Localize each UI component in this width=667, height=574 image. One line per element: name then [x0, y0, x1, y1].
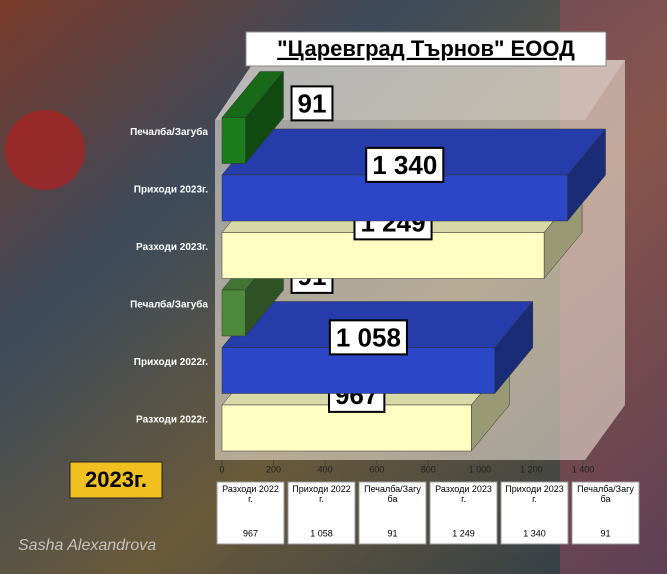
table-header-text: Печалба/Загуба	[363, 484, 422, 504]
category-label: Печалба/Загуба	[130, 299, 208, 311]
table-header-text: Разходи 2023г.	[434, 484, 493, 504]
table-value: 91	[387, 528, 397, 538]
table-value: 91	[600, 528, 610, 538]
chart: "Царевград Търнов" ЕООД 2023г. Sasha Ale…	[0, 0, 667, 574]
table-header: Приходи 2023г.	[505, 484, 564, 526]
table-header-text: Разходи 2022г.	[221, 484, 280, 504]
table-header: Печалба/Загуба	[363, 484, 422, 526]
x-tick-label: 0	[219, 464, 224, 474]
table-header: Разходи 2023г.	[434, 484, 493, 526]
watermark: Sasha Alexandrova	[18, 537, 156, 554]
table-header: Печалба/Загуба	[576, 484, 635, 526]
table-header-text: Печалба/Загуба	[576, 484, 635, 504]
x-tick-label: 600	[369, 464, 384, 474]
bar	[222, 118, 245, 164]
year-label: 2023г.	[85, 467, 147, 492]
category-label: Приходи 2023г.	[134, 185, 208, 196]
table-value: 1 058	[310, 528, 333, 538]
table-value: 1 249	[452, 528, 475, 538]
table-header: Разходи 2022г.	[221, 484, 280, 526]
table-value: 1 340	[523, 528, 546, 538]
category-label: Разходи 2022г.	[136, 415, 208, 426]
category-label: Разходи 2023г.	[136, 242, 208, 253]
category-label: Печалба/Загуба	[130, 126, 208, 138]
table-header: Приходи 2022г.	[292, 484, 351, 526]
x-tick-label: 1 400	[572, 464, 595, 474]
decor	[5, 110, 85, 190]
table-header-text: Приходи 2023г.	[505, 484, 564, 504]
x-tick-label: 200	[266, 464, 281, 474]
table-header-text: Приходи 2022г.	[292, 484, 351, 504]
value-label: 91	[298, 88, 327, 118]
x-tick-label: 800	[421, 464, 436, 474]
table-value: 967	[243, 528, 258, 538]
value-label: 1 058	[336, 322, 401, 352]
x-tick-label: 1 000	[469, 464, 492, 474]
category-label: Приходи 2022г.	[134, 357, 208, 368]
x-tick-label: 1 200	[520, 464, 543, 474]
chart-title: "Царевград Търнов" ЕООД	[277, 36, 575, 61]
x-tick-label: 400	[318, 464, 333, 474]
bar	[222, 290, 245, 336]
value-label: 1 340	[372, 150, 437, 180]
